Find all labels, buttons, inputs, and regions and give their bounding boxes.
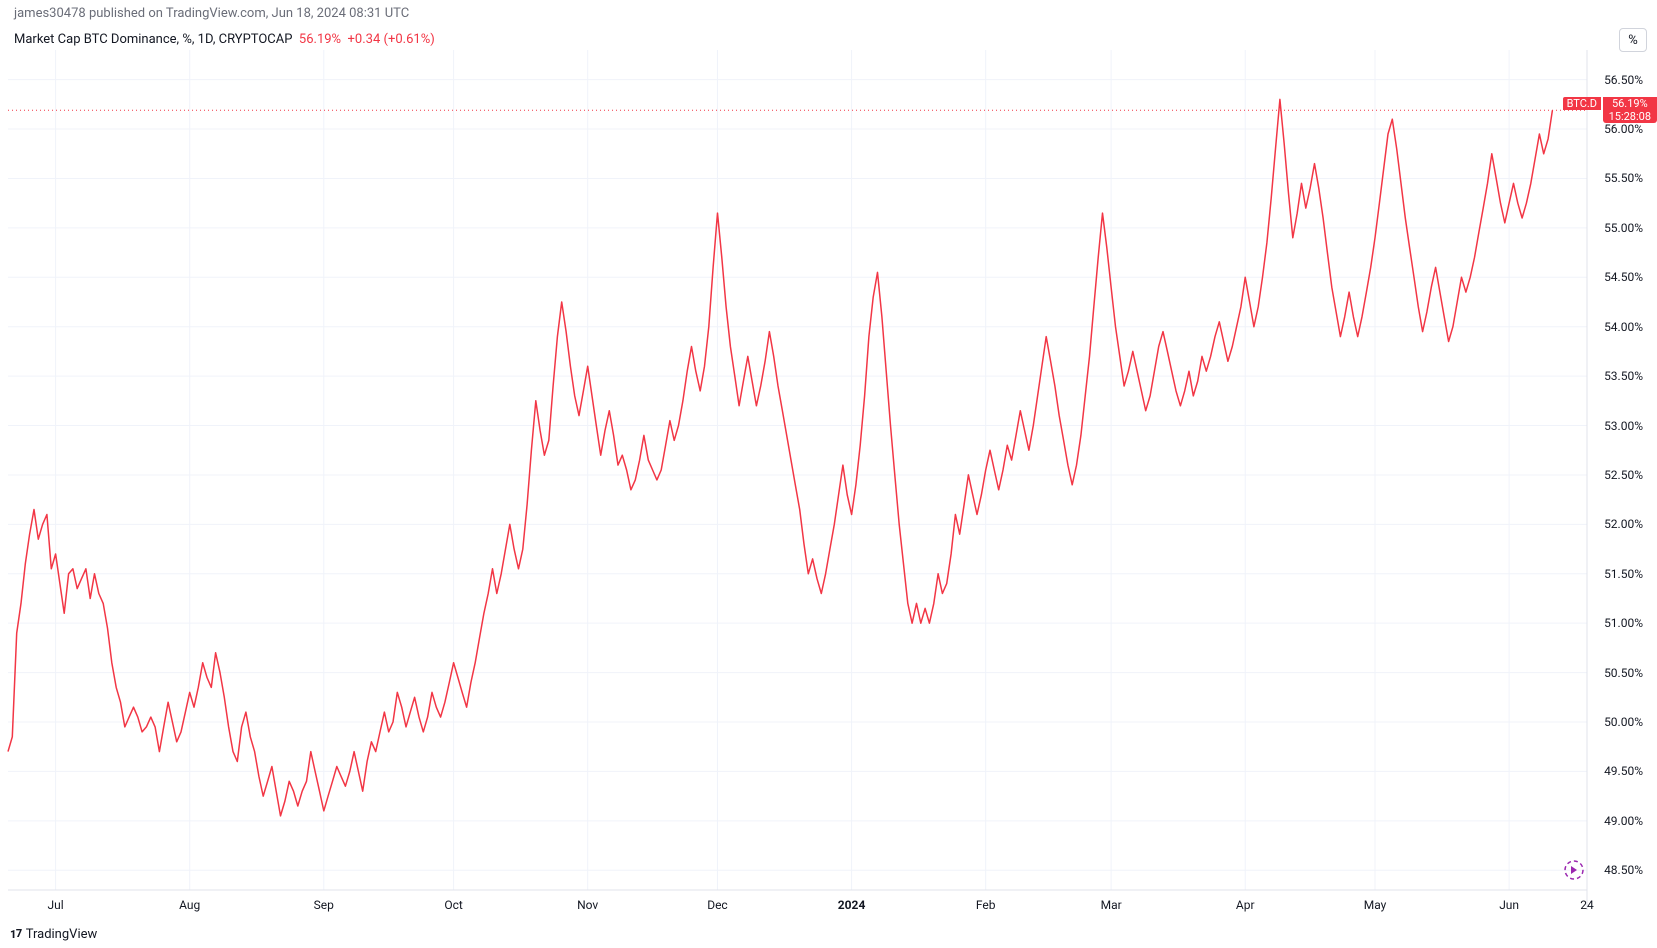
y-tick-label: 50.50% [1604,666,1643,680]
x-tick-label: 2024 [838,898,866,912]
y-tick-label: 56.00% [1604,122,1643,136]
x-tick-label: Aug [179,898,200,912]
price-tag-value: 56.19% [1603,97,1657,110]
x-tick-label: Dec [707,898,728,912]
x-tick-label: Jun [1499,898,1519,912]
attribution-text: TradingView [26,927,98,942]
x-tick-label: Feb [976,898,996,912]
x-tick-label: Oct [444,898,462,912]
y-tick-label: 54.50% [1604,270,1643,284]
price-tag: BTC.D56.19%15:28:08 [1603,97,1657,123]
x-tick-label: May [1364,898,1387,912]
y-tick-label: 48.50% [1604,863,1643,877]
y-tick-label: 51.50% [1604,567,1643,581]
go-to-realtime-icon[interactable] [1563,859,1585,881]
x-tick-label: Mar [1101,898,1122,912]
legend-change-abs: +0.34 [348,32,381,47]
y-tick-label: 52.50% [1604,468,1643,482]
y-tick-label: 55.50% [1604,171,1643,185]
x-tick-label: 24 [1580,898,1594,912]
x-tick-label: Jul [48,898,64,912]
y-tick-label: 51.00% [1604,616,1643,630]
y-tick-label: 52.00% [1604,517,1643,531]
tradingview-logo-icon: 17 [10,928,22,941]
legend-title: Market Cap BTC Dominance, %, 1D, CRYPTOC… [14,32,292,47]
y-tick-label: 56.50% [1604,73,1643,87]
x-tick-label: Apr [1236,898,1255,912]
y-tick-label: 49.00% [1604,814,1643,828]
y-tick-label: 50.00% [1604,715,1643,729]
price-tag-countdown: 15:28:08 [1603,110,1657,123]
x-tick-label: Nov [577,898,598,912]
legend-last: 56.19% [299,32,341,47]
y-tick-label: 54.00% [1604,320,1643,334]
legend-row: Market Cap BTC Dominance, %, 1D, CRYPTOC… [14,32,435,47]
legend-change-pct: (+0.61%) [384,32,435,47]
y-tick-label: 53.00% [1604,419,1643,433]
y-tick-label: 49.50% [1604,764,1643,778]
y-tick-label: 55.00% [1604,221,1643,235]
unit-toggle-button[interactable]: % [1619,28,1647,52]
price-tag-symbol: BTC.D [1563,97,1601,110]
attribution: 17 TradingView [10,927,97,942]
x-tick-label: Sep [314,898,334,912]
y-tick-label: 53.50% [1604,369,1643,383]
published-line: james30478 published on TradingView.com,… [14,6,409,21]
chart-area[interactable]: 48.50% 49.00% 49.50% 50.00% 50.50% 51.00% 51.5… [0,50,1657,918]
